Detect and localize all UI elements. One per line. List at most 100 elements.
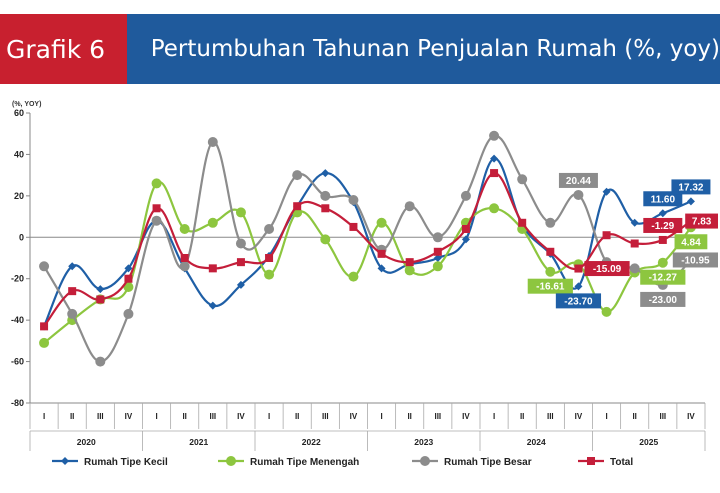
year-label: 2020 — [77, 437, 96, 447]
data-point-besar — [545, 217, 556, 228]
data-point-menengah — [545, 266, 556, 277]
data-point-menengah — [123, 282, 134, 292]
data-point-kecil — [602, 187, 611, 196]
year-label: 2021 — [189, 437, 208, 447]
data-point-besar — [348, 195, 359, 205]
quarter-label: III — [659, 412, 666, 421]
data-point-kecil — [461, 235, 470, 244]
data-point-kecil — [124, 264, 133, 273]
data-point-besar — [432, 232, 443, 243]
data-point-menengah — [432, 261, 443, 272]
data-point-total — [461, 225, 470, 233]
data-label-box — [640, 291, 686, 307]
quarter-label: III — [322, 412, 329, 421]
y-tick-label: -60 — [11, 357, 24, 367]
data-point-total — [518, 218, 527, 227]
data-point-besar — [179, 261, 190, 272]
quarter-label: IV — [350, 412, 358, 421]
data-label: 11.60 — [651, 194, 676, 205]
data-label-box — [555, 293, 602, 309]
data-point-total — [630, 239, 639, 248]
quarter-label: II — [70, 412, 74, 421]
data-point-besar — [39, 261, 50, 272]
data-label: 7.83 — [692, 217, 712, 228]
quarter-label: I — [605, 412, 607, 421]
data-point-besar — [489, 130, 500, 141]
data-point-besar — [573, 189, 584, 200]
quarter-label: II — [632, 412, 636, 421]
data-point-kecil — [490, 154, 499, 163]
data-label: 4.84 — [681, 237, 701, 248]
y-tick-label: -20 — [11, 274, 24, 284]
data-point-menengah — [348, 271, 359, 282]
y-axis-label: (%, YOY) — [12, 101, 41, 108]
year-label: 2024 — [527, 437, 546, 447]
data-point-menengah — [151, 178, 162, 189]
data-point-besar — [67, 308, 78, 319]
data-point-kecil — [96, 285, 105, 294]
data-point-menengah — [264, 269, 275, 280]
quarter-label: I — [493, 412, 495, 421]
quarter-label: I — [155, 412, 157, 421]
legend-marker-menengah — [226, 456, 236, 466]
legend-marker-total — [587, 457, 595, 465]
data-label-box — [643, 191, 683, 207]
data-point-besar — [207, 137, 218, 147]
data-point-total — [124, 274, 133, 283]
figure-number: Grafik 6 — [0, 14, 127, 84]
legend-label-besar: Rumah Tipe Besar — [444, 457, 532, 468]
legend-marker-kecil — [61, 457, 69, 465]
data-point-kecil — [377, 264, 386, 273]
legend-label-kecil: Rumah Tipe Kecil — [84, 457, 168, 468]
y-tick-label: 40 — [14, 149, 24, 159]
data-point-menengah — [489, 203, 500, 214]
quarter-label: II — [407, 412, 411, 421]
data-label-box — [584, 261, 630, 277]
data-point-menengah — [39, 337, 50, 348]
data-point-kecil — [433, 254, 442, 262]
data-point-total — [180, 254, 189, 262]
data-point-kecil — [208, 301, 217, 310]
year-label: 2025 — [639, 437, 658, 447]
data-point-menengah — [235, 207, 246, 218]
quarter-label: IV — [687, 412, 695, 421]
quarter-label: II — [182, 412, 186, 421]
data-label: -12.27 — [649, 273, 678, 284]
quarter-label: I — [43, 412, 45, 421]
data-point-total — [546, 247, 555, 256]
y-tick-label: 0 — [19, 232, 24, 242]
data-point-besar — [151, 215, 162, 226]
data-point-besar — [264, 224, 275, 234]
y-tick-label: -80 — [11, 398, 24, 408]
quarter-label: III — [434, 412, 441, 421]
data-label: -15.09 — [593, 264, 622, 275]
data-point-kecil — [630, 218, 639, 227]
data-label: -1.29 — [651, 221, 674, 232]
data-label: -16.61 — [536, 282, 565, 293]
data-point-besar — [517, 174, 528, 185]
data-point-total — [68, 287, 77, 296]
data-point-total — [377, 249, 386, 258]
data-point-besar — [404, 201, 415, 212]
quarter-label: III — [547, 412, 554, 421]
quarter-label: IV — [462, 412, 470, 421]
data-point-besar — [292, 170, 303, 181]
data-label-box — [671, 179, 711, 195]
y-tick-label: 60 — [14, 108, 24, 118]
data-point-menengah — [404, 265, 415, 276]
y-tick-label: -40 — [11, 315, 24, 325]
data-point-total — [265, 254, 274, 262]
data-point-kecil — [574, 282, 583, 291]
data-point-total — [208, 264, 217, 273]
data-point-besar — [95, 356, 106, 367]
data-point-total — [152, 204, 161, 213]
quarter-label: I — [268, 412, 270, 421]
data-point-total — [433, 247, 442, 256]
data-label-box — [674, 234, 708, 250]
data-label: -10.95 — [681, 255, 710, 266]
quarter-label: IV — [575, 412, 583, 421]
chart-title: Pertumbuhan Tahunan Penjualan Rumah (%, … — [126, 14, 720, 84]
quarter-label: III — [209, 412, 216, 421]
data-point-kecil — [321, 169, 330, 178]
